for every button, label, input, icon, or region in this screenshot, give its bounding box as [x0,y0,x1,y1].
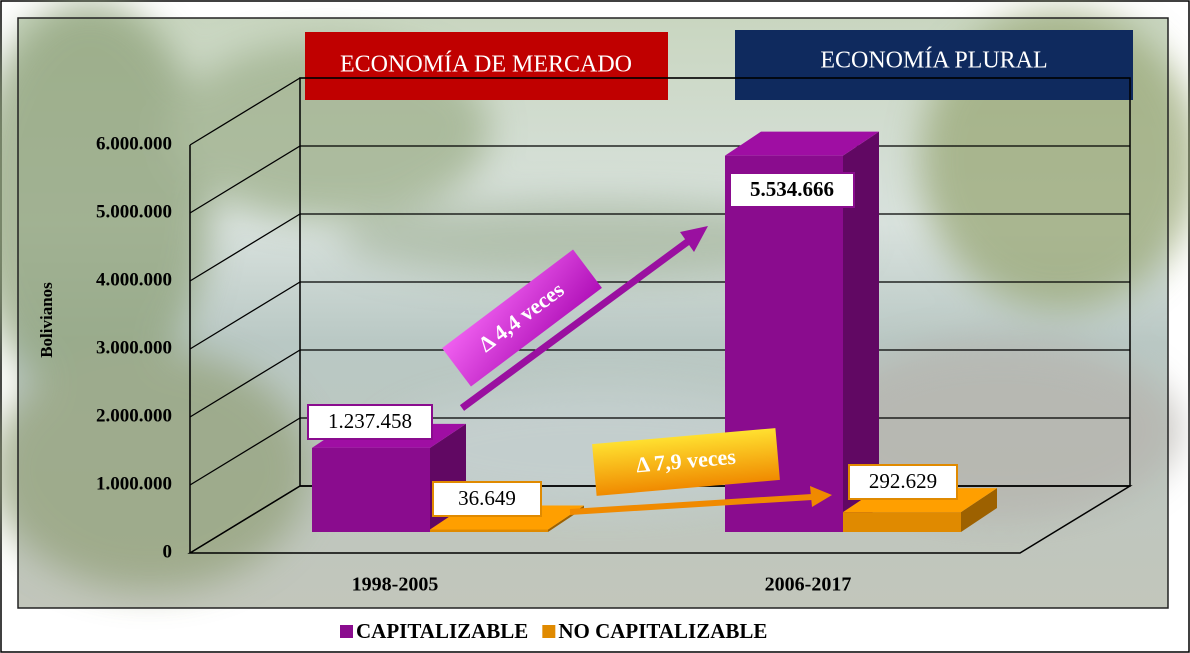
badge-box [442,249,602,387]
value-label-box [729,172,855,208]
value-label-box [307,404,433,440]
growth-arrow [569,494,813,515]
header-left: ECONOMÍA DE MERCADO [340,52,632,78]
value-label: 292.629 [869,469,937,493]
bar [430,529,548,532]
grid-line [189,77,1130,146]
value-label: 5.534.666 [750,177,834,201]
bar-side [961,488,997,532]
value-label: 1.237.458 [328,409,412,433]
badge-box [592,428,780,496]
bar [312,447,430,532]
y-axis-label: Bolivianos [37,282,56,358]
bar-top [725,131,879,156]
value-label-box [848,464,958,500]
legend-label: CAPITALIZABLE [356,619,528,643]
bar [843,512,961,532]
legend-swatch [542,625,556,638]
bar-side [843,131,879,533]
y-tick-label: 3.000.000 [96,337,172,358]
y-tick-label: 1.000.000 [96,473,172,494]
header-box-red [305,32,668,100]
growth-arrow [459,237,693,411]
y-tick-label: 5.000.000 [96,201,172,222]
growth-arrow-head [680,226,708,252]
growth-arrow-head [810,486,832,507]
value-label: 36.649 [458,486,516,510]
y-tick-label: 0 [163,541,173,562]
x-tick-label: 2006-2017 [765,574,852,596]
header-box-navy [735,30,1133,100]
x-tick-label: 1998-2005 [352,574,439,596]
y-tick-label: 4.000.000 [96,269,172,290]
y-tick-label: 2.000.000 [96,405,172,426]
annotation-badge: Δ 7,9 veces [592,428,780,496]
value-label-box [432,481,542,517]
header-right: ECONOMÍA PLURAL [820,48,1047,74]
y-tick-label: 6.000.000 [96,133,172,154]
legend-label: NO CAPITALIZABLE [558,619,767,643]
plot-area: 0 1.000.000 2.000.000 3.000.000 4.000.000 5.0… [96,77,1133,596]
legend-swatch [340,625,353,638]
